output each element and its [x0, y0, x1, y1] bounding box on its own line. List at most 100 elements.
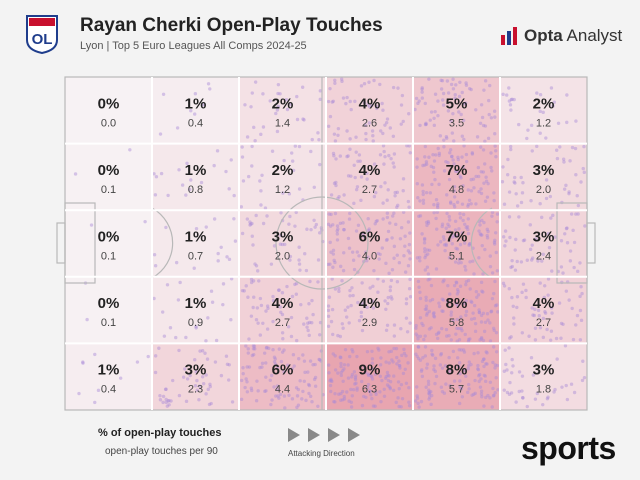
touch-dot	[450, 154, 454, 159]
touch-dot	[373, 372, 378, 377]
touch-dot	[341, 221, 345, 225]
touch-dot	[466, 204, 470, 208]
touch-dot	[346, 305, 350, 309]
touch-dot	[359, 198, 363, 203]
touch-dot	[530, 243, 534, 247]
touch-dot	[295, 117, 300, 122]
touch-dot	[152, 296, 156, 301]
touch-dot	[287, 393, 291, 397]
touch-dot	[337, 289, 341, 294]
legend-secondary: open-play touches per 90	[105, 446, 218, 457]
touch-dot	[350, 375, 354, 379]
touch-dot	[342, 363, 347, 367]
touch-dot	[469, 317, 474, 321]
touch-dot	[571, 337, 576, 342]
touch-dot	[258, 333, 263, 337]
touch-dot	[569, 212, 574, 216]
touch-dot	[277, 288, 281, 292]
touch-dot	[469, 299, 473, 304]
touch-dot	[425, 223, 429, 228]
touch-dot	[326, 324, 331, 328]
touch-dot	[484, 175, 488, 179]
touch-dot	[463, 264, 467, 269]
touch-dot	[416, 401, 420, 406]
touch-dot	[403, 270, 408, 274]
touch-dot	[297, 245, 301, 249]
touch-dot	[437, 182, 441, 187]
touch-dot	[542, 295, 547, 300]
touch-dot	[467, 337, 471, 342]
touch-dot	[336, 371, 340, 375]
touch-dot	[431, 312, 436, 316]
touch-dot	[118, 376, 123, 380]
touch-dot	[326, 222, 331, 227]
cell-percentage: 4%	[359, 295, 381, 312]
touch-dot	[422, 241, 427, 245]
touch-dot	[399, 225, 404, 230]
touch-dot	[352, 267, 357, 272]
cell-per90: 2.3	[188, 384, 203, 396]
touch-dot	[466, 367, 470, 371]
touch-dot	[524, 295, 528, 300]
touch-dot	[298, 379, 302, 383]
touch-dot	[423, 163, 427, 167]
touch-dot	[505, 390, 510, 395]
cell-percentage: 6%	[359, 229, 381, 246]
touch-dot	[422, 337, 426, 342]
touch-dot	[166, 193, 170, 198]
touch-dot	[426, 382, 431, 387]
touch-dot	[364, 131, 368, 136]
touch-dot	[532, 313, 536, 318]
touch-dot	[386, 295, 390, 300]
touch-dot	[316, 404, 320, 408]
touch-dot	[331, 223, 335, 227]
touch-dot	[416, 344, 420, 349]
touch-dot	[290, 397, 295, 401]
touch-dot	[339, 77, 344, 81]
touch-dot	[370, 357, 375, 361]
touch-dot	[424, 190, 429, 195]
touch-dot	[478, 372, 482, 377]
touch-dot	[374, 219, 378, 224]
touch-dot	[441, 309, 445, 313]
page-subtitle: Lyon | Top 5 Euro Leagues All Comps 2024…	[80, 40, 307, 52]
touch-dot	[229, 318, 233, 322]
touch-dot	[161, 92, 166, 96]
touch-dot	[294, 210, 298, 215]
touch-dot	[376, 277, 380, 281]
touch-dot	[346, 236, 351, 241]
touch-dot	[501, 92, 505, 97]
touch-dot	[232, 217, 236, 221]
touch-dot	[484, 395, 488, 400]
touch-dot	[555, 156, 560, 161]
touch-dot	[316, 258, 321, 262]
touch-dot	[335, 229, 339, 233]
touch-dot	[559, 265, 564, 269]
touch-dot	[457, 401, 462, 406]
touch-dot	[400, 93, 405, 98]
touch-dot	[259, 189, 263, 193]
touch-dot	[491, 326, 496, 330]
touch-dot	[415, 394, 419, 398]
touch-dot	[507, 86, 511, 90]
touch-dot	[570, 145, 575, 150]
touch-dot	[383, 299, 387, 303]
touch-dot	[307, 302, 311, 306]
touch-dot	[569, 382, 574, 386]
touch-dot	[219, 245, 223, 249]
touch-dot	[449, 313, 453, 317]
touch-dot	[536, 308, 541, 313]
touch-dot	[448, 238, 452, 243]
touch-dot	[479, 337, 484, 341]
touch-dot	[454, 234, 458, 239]
touch-dot	[444, 242, 448, 246]
touch-dot	[332, 154, 336, 158]
touch-dot	[384, 374, 388, 379]
touch-dot	[447, 371, 451, 375]
touch-dot	[397, 404, 401, 409]
touch-dot	[339, 391, 343, 396]
touch-dot	[402, 253, 406, 258]
touch-dot	[280, 291, 285, 295]
touch-dot	[478, 385, 483, 389]
touch-dot	[487, 98, 491, 103]
